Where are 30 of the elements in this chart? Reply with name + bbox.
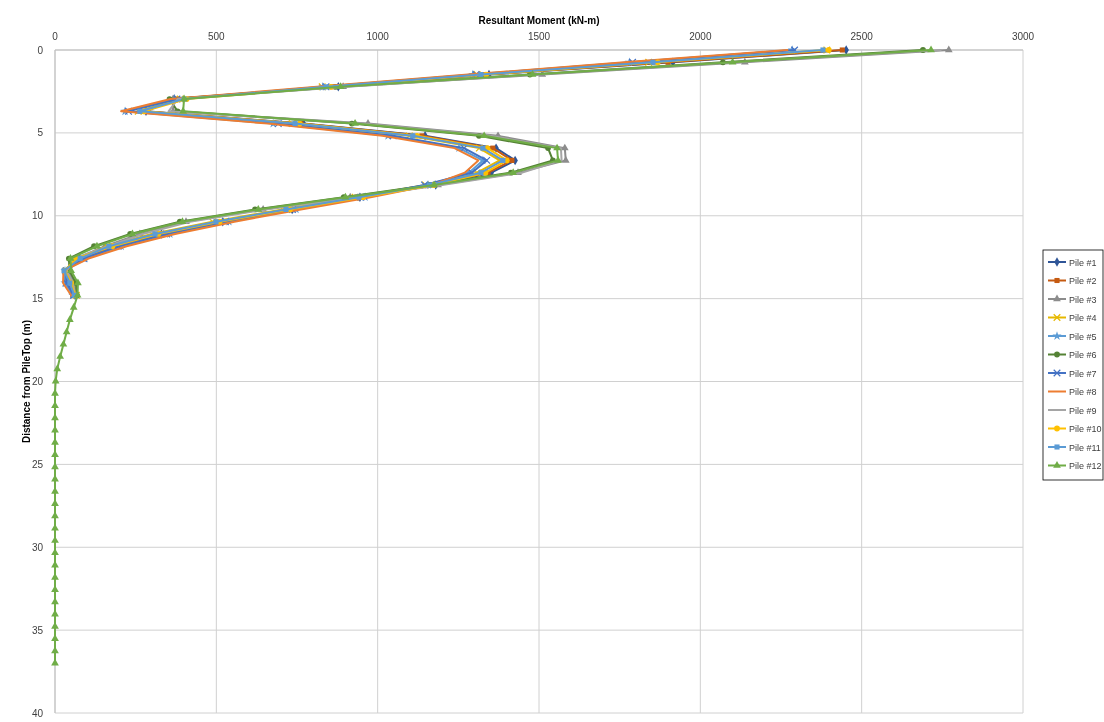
y-tick-label: 25 [31,458,44,470]
y-axis-title: Distance from PileTop (m) [21,319,32,444]
x-axis-title: Resultant Moment (kN-m) [478,15,600,26]
y-tick-label: 35 [31,624,44,636]
legend-label: Pile #2 [1069,276,1097,286]
legend-label: Pile #10 [1069,424,1102,434]
y-tick-label: 40 [31,707,44,719]
x-tick-label: 1500 [527,31,551,42]
legend-label: Pile #5 [1069,331,1097,342]
legend-label: Pile #12 [1069,461,1102,471]
y-tick-label: 5 [37,127,44,139]
legend-label: Pile #9 [1069,405,1097,416]
y-tick-label: 0 [37,44,44,56]
x-tick-label: 3000 [1011,31,1035,42]
legend-label: Pile #4 [1069,313,1097,323]
x-tick-label: 0 [52,31,59,42]
legend-label: Pile #8 [1069,387,1097,397]
legend-label: Pile #3 [1069,294,1097,305]
x-tick-label: 2500 [850,31,874,42]
legend-label: Pile #11 [1069,442,1101,453]
x-tick-label: 1000 [366,31,390,42]
y-tick-label: 10 [31,210,44,222]
y-tick-label: 30 [31,541,44,553]
legend-label: Pile #7 [1069,368,1097,379]
x-tick-label: 2000 [689,31,712,42]
y-tick-label: 20 [31,376,44,387]
legend-label: Pile #1 [1069,257,1097,268]
x-tick-label: 500 [207,31,226,42]
legend-label: Pile #6 [1069,350,1097,360]
y-tick-label: 15 [31,293,44,305]
